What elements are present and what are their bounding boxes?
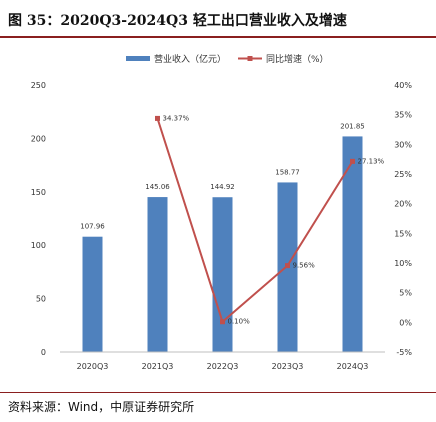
growth-point xyxy=(220,319,225,325)
right-axis-tick-label: 30% xyxy=(394,140,412,149)
growth-value-label: 9.56% xyxy=(293,262,316,270)
source-note: 资料来源：Wind，中原证券研究所 xyxy=(8,400,195,414)
bar-value-label: 144.92 xyxy=(210,183,235,191)
chart: 营业收入（亿元） 同比增速（%） 0 50 100 150 200 250 -5% 0% 5% 1… xyxy=(31,53,413,371)
right-axis-tick-label: 15% xyxy=(394,229,412,238)
left-axis-tick-label: 250 xyxy=(31,81,46,90)
legend-bar-swatch xyxy=(126,56,150,61)
legend-line-marker xyxy=(247,56,253,61)
left-axis-tick-label: 200 xyxy=(31,134,46,143)
growth-value-label: 0.10% xyxy=(228,318,251,326)
figure-title: 图 35：2020Q3-2024Q3 轻工出口营业收入及增速 xyxy=(8,13,347,29)
bar-value-label: 107.96 xyxy=(80,223,105,231)
bar xyxy=(212,197,233,352)
growth-value-label: 27.13% xyxy=(358,157,385,165)
x-axis-tick-label: 2022Q3 xyxy=(207,362,239,371)
bar-value-label: 145.06 xyxy=(145,183,170,191)
growth-line-series: 34.37% 0.10% 9.56% 27.13% xyxy=(155,114,385,326)
bar xyxy=(82,236,103,352)
bar-value-label: 158.77 xyxy=(275,168,300,176)
title-rule xyxy=(0,36,436,38)
right-axis-tick-label: 10% xyxy=(394,259,412,268)
x-axis-tick-label: 2021Q3 xyxy=(142,362,174,371)
left-axis-tick-label: 50 xyxy=(36,295,46,304)
right-axis-tick-label: 5% xyxy=(399,289,412,298)
x-axis-tick-label: 2024Q3 xyxy=(337,362,369,371)
source-rule xyxy=(0,392,436,393)
legend-bar-label: 营业收入（亿元） xyxy=(154,53,226,65)
growth-value-label: 34.37% xyxy=(163,114,190,122)
right-axis-tick-label: -5% xyxy=(396,348,412,357)
right-axis-tick-label: 25% xyxy=(394,170,412,179)
growth-line xyxy=(156,118,354,324)
legend: 营业收入（亿元） 同比增速（%） xyxy=(126,53,329,65)
left-axis: 0 50 100 150 200 250 xyxy=(31,81,46,357)
growth-point xyxy=(155,115,160,121)
right-axis-tick-label: 20% xyxy=(394,200,412,209)
left-axis-tick-label: 100 xyxy=(31,241,46,250)
bar xyxy=(147,197,168,352)
x-axis-tick-label: 2023Q3 xyxy=(272,362,304,371)
bar-value-label: 201.85 xyxy=(340,122,365,130)
x-axis: 2020Q3 2021Q3 2022Q3 2023Q3 2024Q3 xyxy=(60,351,385,371)
left-axis-tick-label: 150 xyxy=(31,188,46,197)
legend-line-label: 同比增速（%） xyxy=(266,53,329,65)
x-axis-tick-label: 2020Q3 xyxy=(77,362,109,371)
right-axis-tick-label: 0% xyxy=(399,318,412,327)
growth-point xyxy=(285,263,290,269)
growth-point xyxy=(350,158,355,164)
right-axis: -5% 0% 5% 10% 15% 20% 25% 30% 35% 40% xyxy=(394,81,412,357)
left-axis-tick-label: 0 xyxy=(41,348,46,357)
bar xyxy=(342,136,363,352)
right-axis-tick-label: 40% xyxy=(394,81,412,90)
right-axis-tick-label: 35% xyxy=(394,111,412,120)
bars: 107.96 145.06 144.92 158.77 201.85 xyxy=(80,122,365,352)
